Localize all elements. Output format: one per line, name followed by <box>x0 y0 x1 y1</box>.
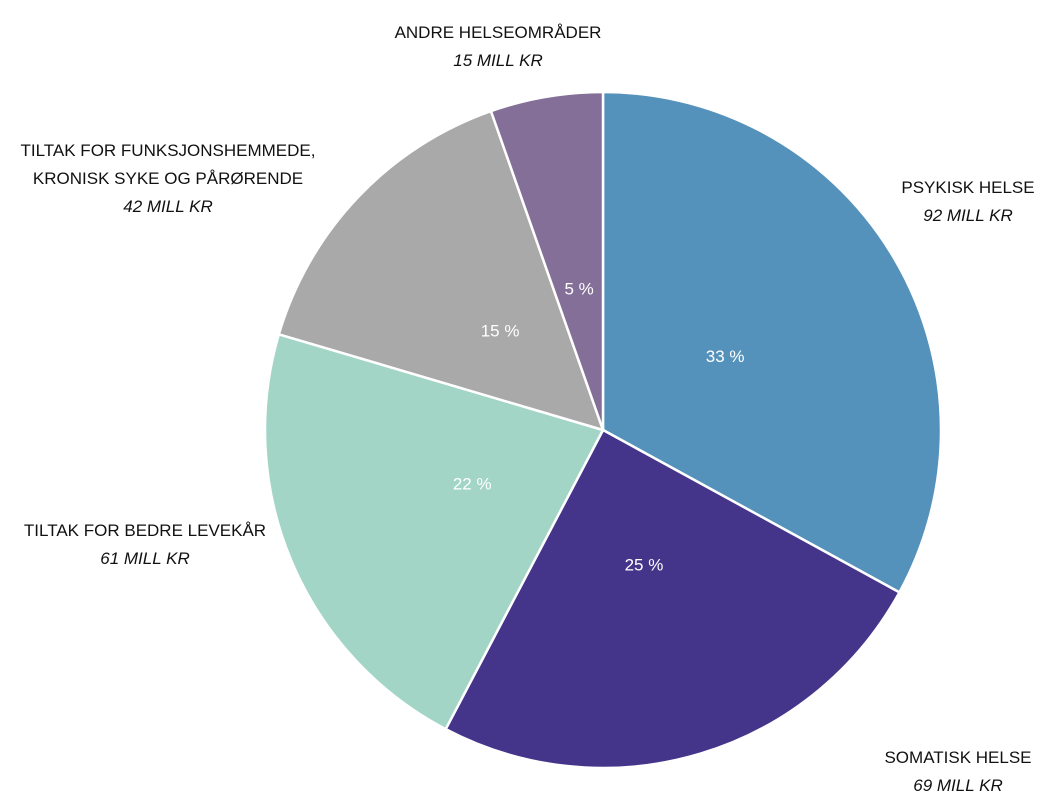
category-name: TILTAK FOR FUNKSJONSHEMMEDE, KRONISK SYK… <box>20 141 316 188</box>
amount-label: 92 MILL KR <box>923 206 1013 225</box>
slice-label: TILTAK FOR FUNKSJONSHEMMEDE, KRONISK SYK… <box>0 137 341 221</box>
share-label: 22 % <box>453 475 492 494</box>
share-label: 15 % <box>481 322 520 341</box>
slice-label: SOMATISK HELSE 69 MILL KR <box>858 744 1041 791</box>
share-label: 33 % <box>706 347 745 366</box>
amount-label: 42 MILL KR <box>123 197 213 216</box>
pie-slice <box>263 332 605 731</box>
amount-label: 69 MILL KR <box>913 776 1003 791</box>
pie-slice <box>601 90 943 595</box>
amount-label: 15 MILL KR <box>453 51 543 70</box>
share-label: 5 % <box>564 280 593 299</box>
share-label: 25 % <box>625 555 664 574</box>
category-name: PSYKISK HELSE <box>901 178 1035 197</box>
category-name: SOMATISK HELSE <box>884 748 1032 767</box>
slice-label: TILTAK FOR BEDRE LEVEKÅR 61 MILL KR <box>0 517 295 573</box>
amount-label: 61 MILL KR <box>100 549 190 568</box>
category-name: TILTAK FOR BEDRE LEVEKÅR <box>23 521 267 540</box>
slice-label: PSYKISK HELSE 92 MILL KR <box>868 174 1041 230</box>
pie-slice <box>489 90 605 431</box>
category-name: ANDRE HELSEOMRÅDER <box>394 23 602 42</box>
pie-slice <box>277 109 605 432</box>
slice-label: ANDRE HELSEOMRÅDER 15 MILL KR <box>348 19 648 75</box>
